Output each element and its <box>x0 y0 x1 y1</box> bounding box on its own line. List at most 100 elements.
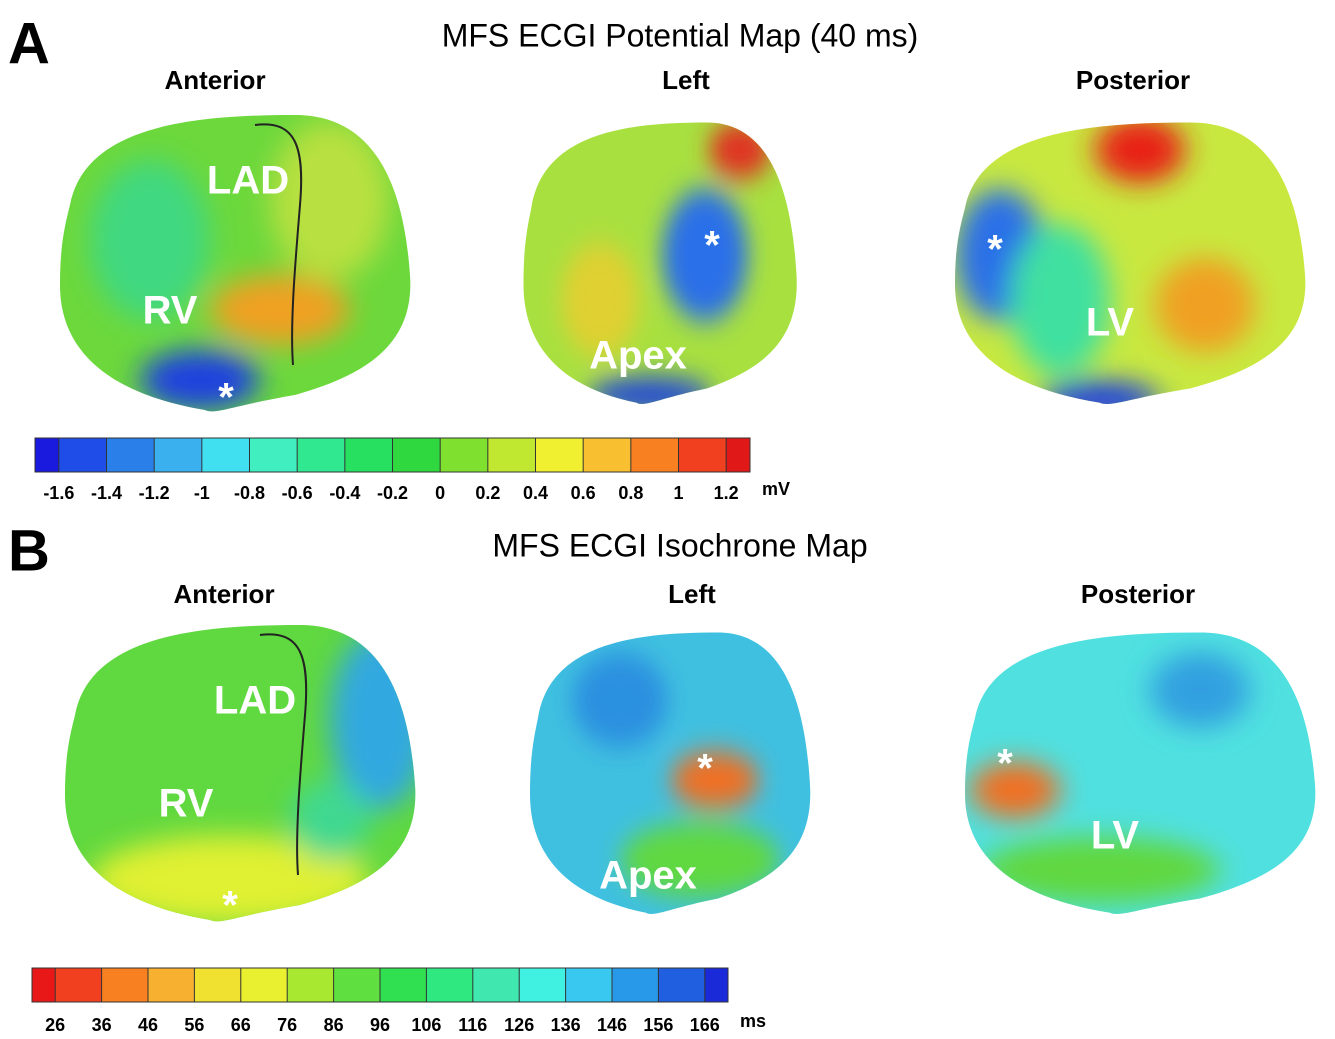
colorbar-unit: ms <box>740 1011 766 1031</box>
colorbar-tick-label: 136 <box>551 1015 581 1035</box>
colorbar-tick-label: 156 <box>643 1015 673 1035</box>
colorbar-tick-label: 46 <box>138 1015 158 1035</box>
view-name: Left <box>662 65 710 95</box>
panel-title: MFS ECGI Isochrone Map <box>492 527 867 563</box>
color-region <box>1150 652 1250 728</box>
colorbar-tick-label: -1.4 <box>91 483 122 503</box>
blobs <box>90 120 390 410</box>
colorbar-tick-label: 0.6 <box>571 483 596 503</box>
color-region <box>1040 381 1160 405</box>
colorbar-block <box>32 968 56 1002</box>
colorbar-block <box>154 438 202 472</box>
colorbar-block <box>726 438 750 472</box>
colorbar-tick-label: 36 <box>92 1015 112 1035</box>
annotation: RV <box>159 782 214 826</box>
colorbar-tick-label: 126 <box>504 1015 534 1035</box>
annotation: * <box>987 228 1003 272</box>
colorbar-tick-label: 0 <box>435 483 445 503</box>
color-region <box>970 761 1060 819</box>
colorbar-block <box>148 968 195 1002</box>
annotation: LAD <box>214 679 296 723</box>
color-region <box>1010 224 1110 376</box>
colorbar-block <box>630 438 679 472</box>
colorbar-block <box>35 438 59 472</box>
panel-title: MFS ECGI Potential Map (40 ms) <box>442 17 919 53</box>
colorbar-block <box>249 438 298 472</box>
colorbar-tick-label: 1.2 <box>714 483 739 503</box>
blobs <box>955 122 1255 405</box>
annotation: * <box>222 884 238 928</box>
annotation: RV <box>143 289 198 333</box>
colorbar-unit: mV <box>762 479 790 499</box>
color-region <box>572 652 668 748</box>
colorbar-block <box>287 968 334 1002</box>
panel-label: B <box>8 518 50 583</box>
color-region <box>708 122 772 179</box>
annotation: LV <box>1086 301 1134 345</box>
colorbar-tick-label: 0.4 <box>523 483 548 503</box>
colorbar-block <box>658 968 705 1002</box>
colorbar-block <box>487 438 536 472</box>
view-name: Anterior <box>173 579 274 609</box>
colorbar-tick-label: 116 <box>458 1015 487 1035</box>
panel-label: A <box>8 11 50 76</box>
colorbar-tick-label: -1.2 <box>139 483 170 503</box>
colorbar-block <box>392 438 441 472</box>
colorbar-tick-label: 66 <box>231 1015 251 1035</box>
colorbar-tick-label: 26 <box>45 1015 65 1035</box>
colorbar-block <box>704 968 728 1002</box>
colorbar-block <box>440 438 488 472</box>
colorbar-block <box>426 968 473 1002</box>
color-region <box>90 835 370 922</box>
colorbar-block <box>58 438 107 472</box>
annotation: Apex <box>599 854 697 898</box>
colorbar-tick-label: -1.6 <box>43 483 74 503</box>
view-name: Posterior <box>1076 65 1190 95</box>
heart-map <box>65 625 416 922</box>
colorbar-block <box>678 438 727 472</box>
colorbar-tick-label: 86 <box>324 1015 344 1035</box>
colorbar-tick-label: 96 <box>370 1015 390 1035</box>
color-region <box>980 836 1220 904</box>
colorbar-tick-label: -0.4 <box>329 483 360 503</box>
colorbar-block <box>380 968 427 1002</box>
colorbar-tick-label: 0.2 <box>475 483 500 503</box>
heart-map <box>530 632 811 915</box>
colorbar-block <box>519 968 566 1002</box>
color-region <box>671 751 759 809</box>
view-name: Left <box>668 579 716 609</box>
color-region <box>587 377 713 405</box>
lad-artery <box>254 123 303 366</box>
heart-map <box>965 632 1316 915</box>
colorbar-block <box>240 968 288 1002</box>
color-region <box>1095 122 1185 184</box>
color-region <box>140 350 260 410</box>
annotation: LV <box>1091 814 1139 858</box>
colorbar-block <box>106 438 155 472</box>
view-name: Anterior <box>164 65 265 95</box>
colorbar-tick-label: -0.2 <box>377 483 408 503</box>
colorbar-block <box>612 968 659 1002</box>
heart-shading <box>955 122 1255 405</box>
colorbar-block <box>344 438 393 472</box>
colorbar-tick-label: 106 <box>411 1015 441 1035</box>
colorbar-tick-label: 146 <box>597 1015 627 1035</box>
blobs <box>970 652 1250 904</box>
colorbar-block <box>201 438 250 472</box>
colorbar-block <box>583 438 631 472</box>
annotation: * <box>997 742 1013 786</box>
colorbar-block <box>565 968 612 1002</box>
color-region <box>290 780 370 860</box>
colorbar-block <box>55 968 102 1002</box>
colorbar-tick-label: 1 <box>673 483 683 503</box>
heart-shading <box>90 120 390 410</box>
colorbar-block <box>535 438 584 472</box>
color-region <box>210 275 350 345</box>
view-name: Posterior <box>1081 579 1195 609</box>
colorbar-tick-label: 166 <box>690 1015 720 1035</box>
colorbar-tick-label: -0.6 <box>282 483 313 503</box>
heart-shading <box>970 652 1250 904</box>
colorbar-block <box>333 968 380 1002</box>
color-region <box>620 822 780 898</box>
